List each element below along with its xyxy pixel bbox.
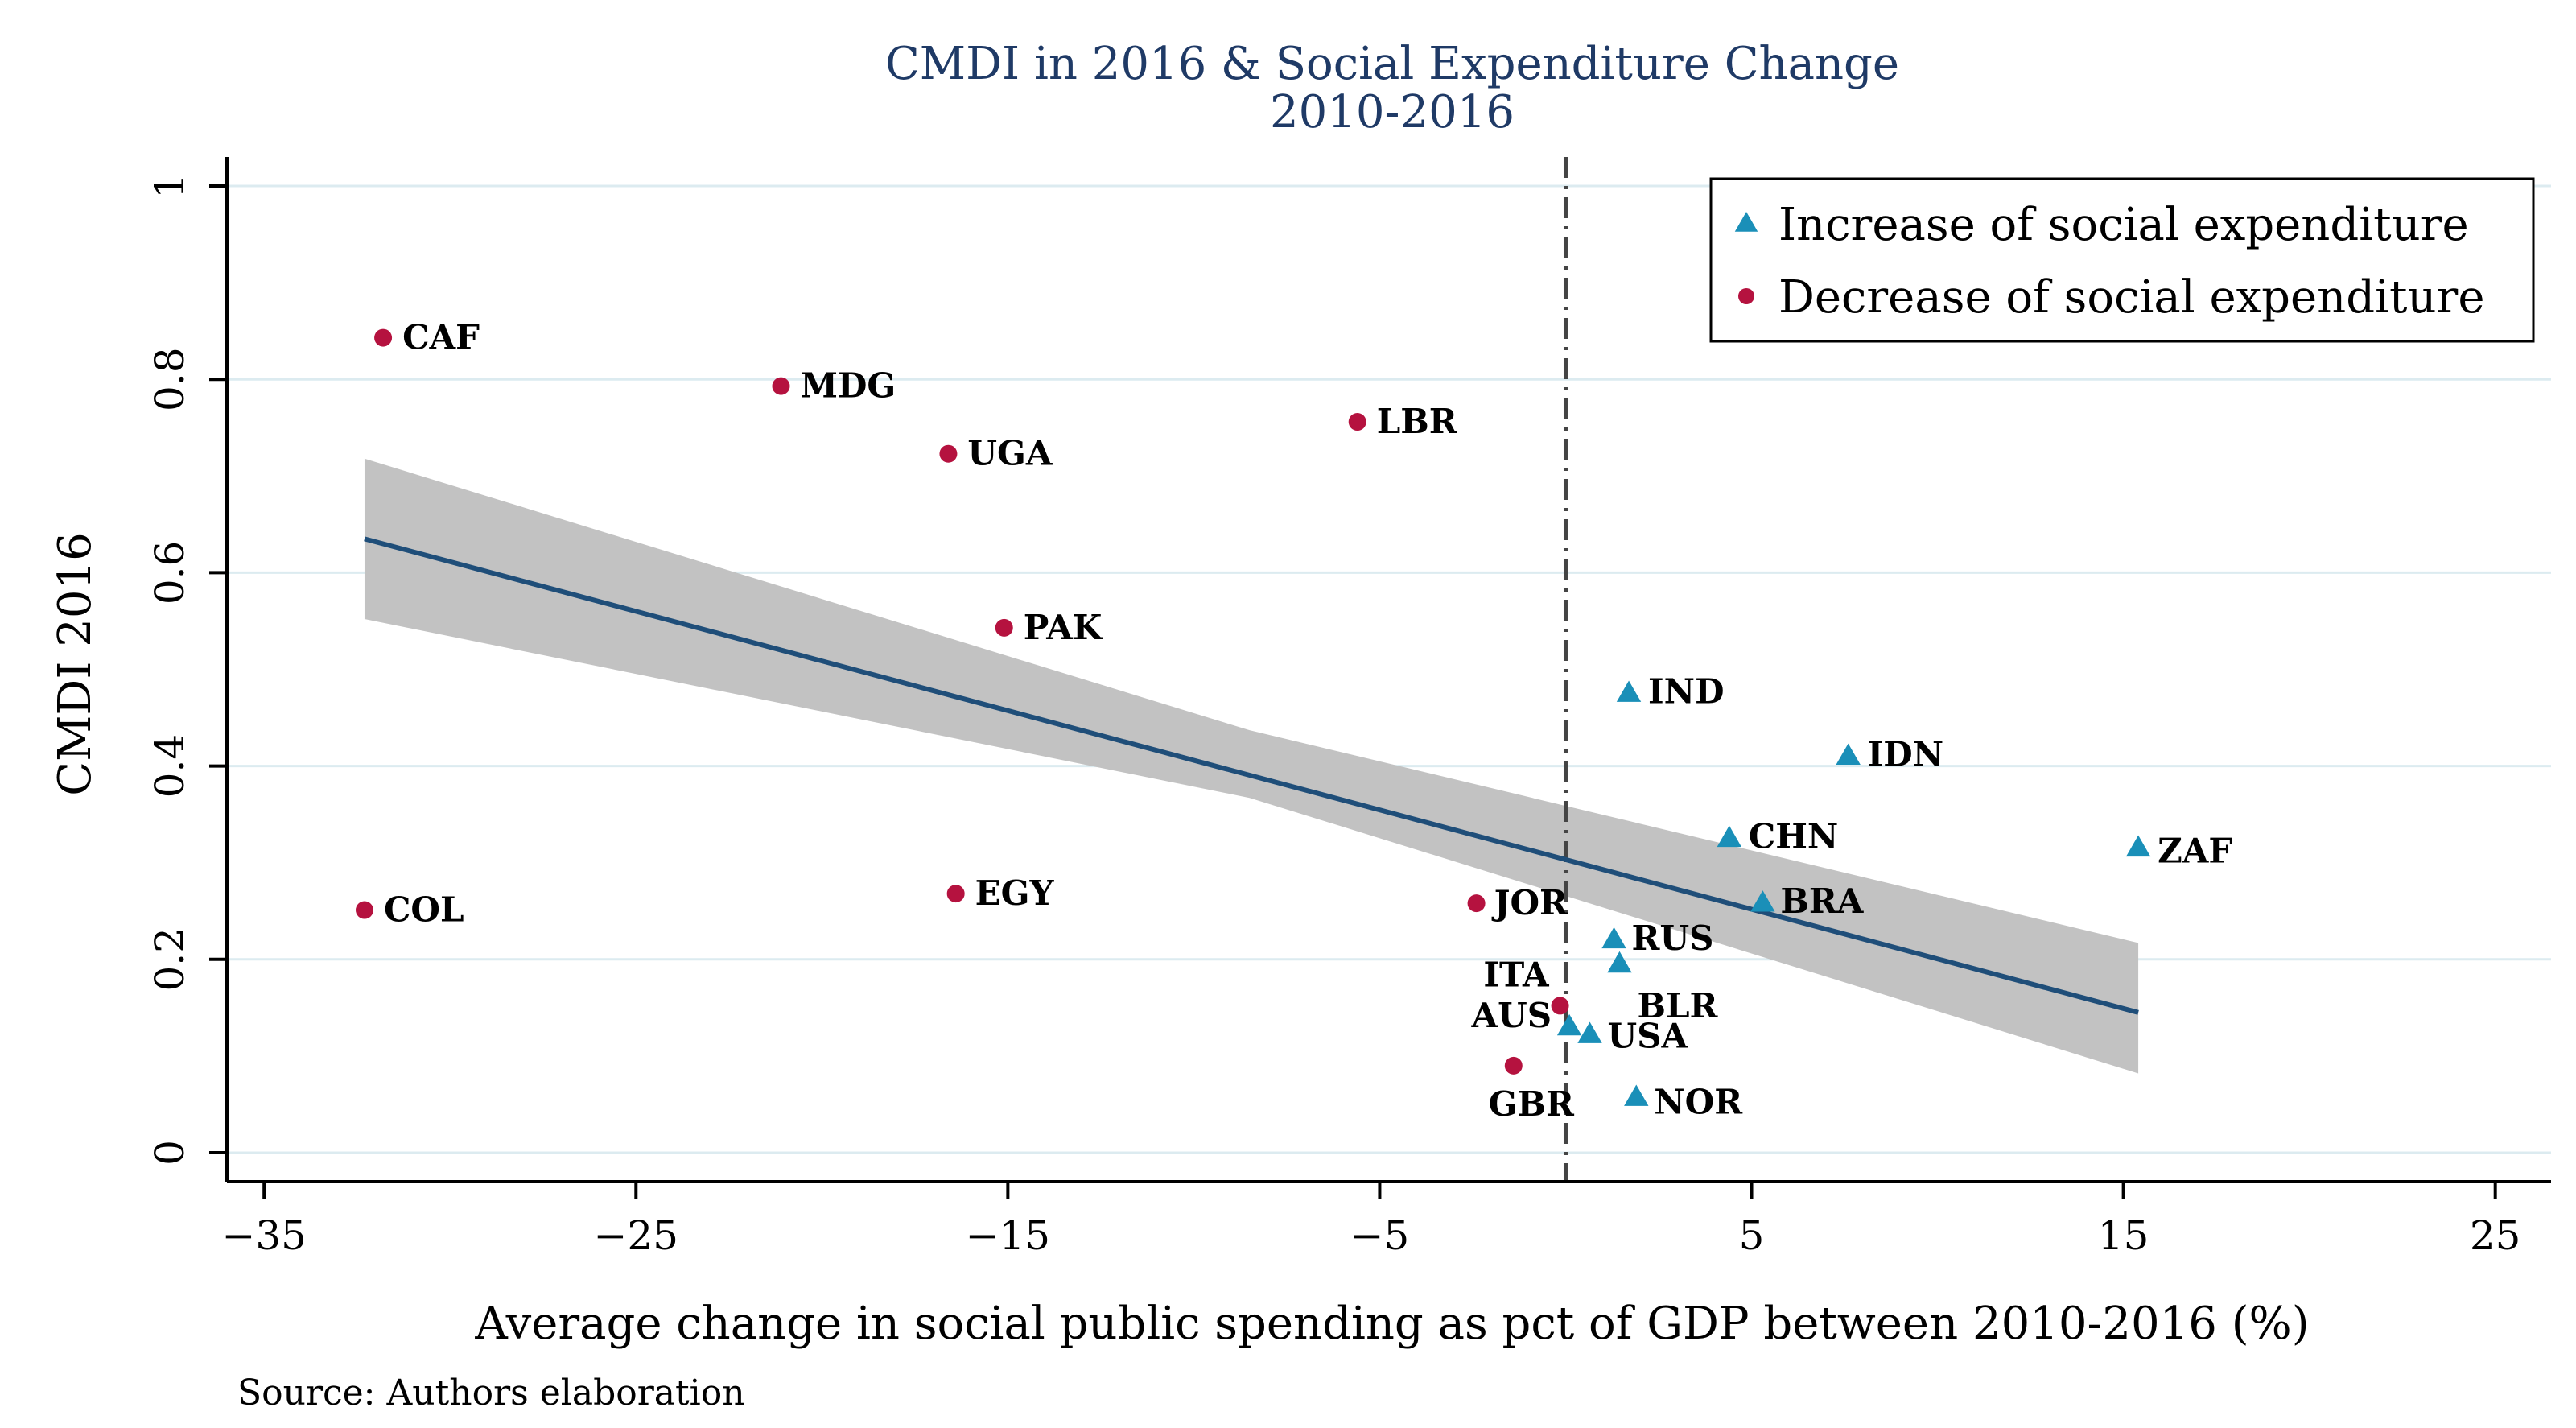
legend-label-increase: Increase of social expenditure — [1778, 199, 2469, 251]
chart-subtitle: 2010-2016 — [1270, 86, 1515, 138]
point-label-mdg: MDG — [800, 366, 896, 406]
legend-box — [1709, 177, 2535, 343]
point-label-gbr: GBR — [1489, 1084, 1575, 1124]
confidence-band — [364, 458, 2139, 1074]
y-axis-title: CMDI 2016 — [49, 532, 101, 796]
point-label-ind: IND — [1648, 672, 1724, 712]
ci-band-area — [364, 458, 2139, 1074]
point-label-chn: CHN — [1749, 817, 1839, 856]
data-point-egy — [946, 885, 965, 903]
point-label-zaf: ZAF — [2158, 832, 2232, 871]
data-point-idn — [1836, 743, 1861, 765]
point-label-idn: IDN — [1868, 735, 1943, 774]
fitted-line — [364, 536, 2139, 1015]
data-points — [355, 328, 2151, 1106]
x-tick-label: −5 — [1350, 1212, 1410, 1259]
x-tick-label: 25 — [2470, 1212, 2521, 1259]
data-point-rus — [1601, 927, 1626, 949]
legend: Increase of social expenditure Decrease o… — [1709, 177, 2535, 343]
point-label-pak: PAK — [1024, 608, 1103, 647]
x-axis-title: Average change in social public spending… — [474, 1298, 2309, 1350]
data-point-mdg — [772, 377, 790, 395]
point-label-ita: ITA — [1483, 955, 1550, 994]
point-label-jor: JOR — [1491, 883, 1568, 922]
point-label-blr: BLR — [1637, 986, 1718, 1026]
point-label-usa: USA — [1608, 1016, 1689, 1055]
y-tick-label: 0 — [146, 1140, 193, 1166]
point-label-uga: UGA — [967, 434, 1053, 473]
x-tick-label: −15 — [966, 1212, 1051, 1259]
data-point-pak — [995, 618, 1013, 637]
point-label-caf: CAF — [402, 318, 480, 357]
point-label-lbr: LBR — [1377, 402, 1458, 441]
data-point-uga — [939, 444, 958, 463]
x-tick-label: −25 — [594, 1212, 679, 1259]
y-tick-label: 0.6 — [146, 541, 193, 605]
data-point-zaf — [2125, 835, 2151, 857]
axes: 0 0.2 0.4 0.6 0.8 1 −35 −25 −15 −5 5 15 25 — [146, 157, 2551, 1259]
x-tick-label: 15 — [2098, 1212, 2149, 1259]
data-point-caf — [374, 328, 393, 347]
point-label-bra: BRA — [1780, 881, 1864, 921]
fit-line — [364, 536, 2139, 1015]
point-label-col: COL — [384, 890, 464, 930]
legend-label-decrease: Decrease of social expenditure — [1778, 271, 2484, 324]
data-point-usa — [1577, 1021, 1602, 1043]
legend-marker-decrease — [1738, 288, 1754, 304]
legend-marker-increase — [1734, 212, 1758, 232]
data-point-jor — [1467, 894, 1486, 913]
data-point-aus — [1556, 1013, 1582, 1036]
data-point-chn — [1717, 825, 1742, 848]
data-point-bra — [1750, 890, 1775, 912]
point-label-nor: NOR — [1654, 1083, 1743, 1122]
point-label-egy: EGY — [975, 873, 1055, 913]
y-tick-label: 0.2 — [146, 927, 193, 992]
source-note: Source: Authors elaboration — [237, 1372, 745, 1414]
point-labels: IND IDN CHN ZAF BRA RUS BLR AUS USA NOR CAF MDG LBR U… — [384, 318, 2232, 1124]
point-label-aus: AUS — [1471, 996, 1552, 1035]
data-point-lbr — [1348, 413, 1366, 431]
data-point-ita — [1551, 997, 1569, 1015]
y-tick-label: 1 — [146, 173, 193, 199]
x-tick-label: 5 — [1739, 1212, 1765, 1259]
data-point-gbr — [1504, 1056, 1523, 1075]
data-point-ind — [1616, 680, 1642, 702]
y-tick-label: 0.8 — [146, 347, 193, 411]
chart-title: CMDI in 2016 & Social Expenditure Change — [885, 38, 1899, 90]
data-point-col — [355, 901, 373, 919]
data-point-blr — [1607, 951, 1632, 973]
x-tick-label: −35 — [221, 1212, 307, 1259]
y-tick-label: 0.4 — [146, 734, 193, 799]
data-point-nor — [1624, 1084, 1649, 1106]
point-label-rus: RUS — [1632, 918, 1714, 958]
